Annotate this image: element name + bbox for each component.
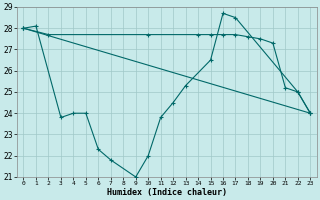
- X-axis label: Humidex (Indice chaleur): Humidex (Indice chaleur): [107, 188, 227, 197]
